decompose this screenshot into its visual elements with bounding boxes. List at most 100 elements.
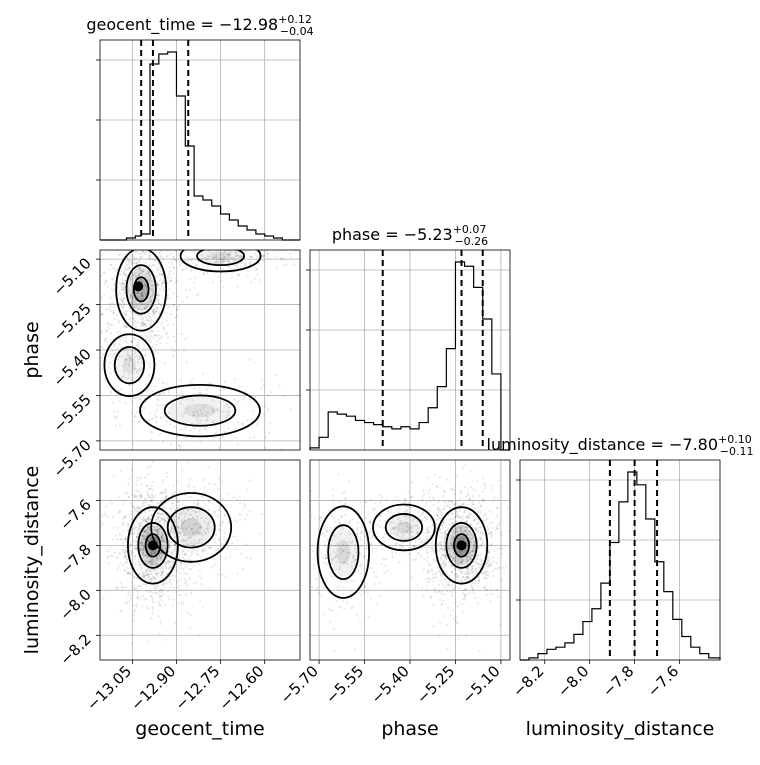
sample-point — [447, 546, 450, 549]
sample-point — [171, 560, 174, 563]
sample-point — [456, 605, 460, 608]
sample-point — [228, 261, 231, 265]
sample-point — [148, 418, 151, 421]
sample-point — [193, 387, 196, 390]
sample-point — [460, 580, 464, 583]
sample-point — [200, 247, 202, 249]
sample-point — [455, 474, 458, 477]
sample-point — [129, 397, 132, 400]
sample-point — [198, 531, 201, 534]
sample-point — [348, 551, 352, 555]
sample-point — [130, 348, 134, 352]
sample-point — [427, 569, 430, 572]
sample-point — [430, 549, 433, 552]
sample-point — [113, 415, 116, 418]
sample-point — [207, 508, 210, 511]
sample-point — [141, 295, 144, 298]
sample-point — [150, 284, 153, 287]
sample-point — [484, 484, 487, 487]
sample-point — [199, 532, 203, 535]
sample-point — [459, 538, 462, 541]
sample-point — [491, 560, 495, 563]
sample-point — [438, 598, 442, 601]
sample-point — [446, 557, 449, 560]
sample-point — [129, 278, 132, 281]
x-tick-label-phase: −5.40 — [368, 662, 413, 707]
sample-point — [157, 293, 160, 296]
sample-point — [156, 307, 159, 310]
sample-point — [151, 390, 155, 393]
sample-point — [170, 565, 173, 568]
sample-point — [92, 287, 94, 289]
sample-point — [424, 540, 427, 543]
sample-point — [397, 499, 400, 502]
sample-point — [490, 535, 493, 538]
sample-point — [201, 538, 204, 541]
sample-point — [134, 245, 136, 247]
sample-point — [180, 552, 184, 555]
sample-point — [420, 497, 424, 501]
sample-point — [133, 415, 136, 418]
sample-point — [350, 607, 353, 610]
sample-point — [166, 382, 169, 386]
sample-point — [426, 580, 430, 584]
sample-point — [352, 556, 355, 559]
sample-point — [197, 237, 199, 239]
sample-point — [441, 538, 444, 542]
sample-point — [146, 573, 149, 576]
sample-point — [145, 520, 148, 523]
sample-point — [168, 229, 170, 231]
sample-point — [260, 513, 263, 516]
sample-point — [470, 582, 474, 585]
sample-point — [218, 529, 221, 532]
sample-point — [200, 413, 203, 416]
sample-point — [122, 306, 125, 309]
sample-point — [440, 590, 444, 593]
sample-point — [149, 594, 152, 597]
sample-point — [176, 526, 180, 529]
sample-point — [114, 587, 118, 590]
sample-point — [434, 484, 437, 487]
sample-point — [150, 563, 153, 566]
sample-point — [465, 557, 468, 560]
sample-point — [122, 302, 126, 305]
sample-point — [478, 532, 482, 535]
sample-point — [436, 507, 439, 511]
sample-point — [143, 555, 146, 558]
sample-point — [168, 297, 171, 300]
sample-point — [158, 529, 161, 532]
density-shade — [199, 250, 242, 265]
sample-point — [438, 498, 441, 502]
sample-point — [289, 408, 292, 411]
sample-point — [157, 262, 160, 265]
sample-point — [106, 322, 109, 325]
sample-point — [161, 547, 164, 551]
sample-point — [152, 507, 155, 510]
sample-point — [454, 559, 457, 562]
sample-point — [116, 586, 119, 589]
sample-point — [122, 325, 126, 328]
sample-point — [461, 575, 464, 579]
contour-line — [127, 506, 179, 585]
sample-point — [146, 336, 149, 339]
sample-point — [152, 562, 155, 565]
sample-point — [424, 504, 427, 507]
sample-point — [204, 413, 207, 416]
sample-point — [335, 560, 338, 563]
sample-point — [123, 267, 126, 271]
sample-point — [439, 544, 442, 547]
sample-point — [451, 522, 455, 526]
sample-point — [465, 533, 468, 536]
sample-point — [146, 525, 149, 528]
sample-point — [214, 513, 218, 516]
sample-point — [450, 594, 454, 597]
sample-point — [160, 273, 163, 276]
sample-point — [141, 317, 144, 320]
sample-point — [471, 537, 474, 540]
sample-point — [160, 323, 163, 326]
sample-point — [461, 514, 464, 518]
sample-point — [142, 533, 145, 537]
sample-point — [116, 538, 119, 541]
sample-point — [168, 543, 171, 547]
